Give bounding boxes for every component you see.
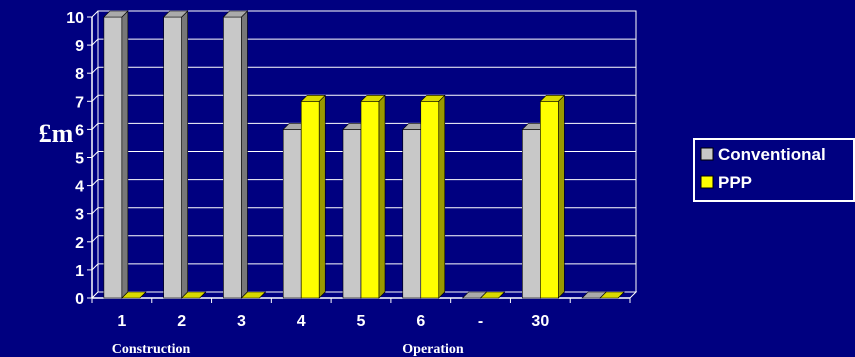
gridline-side bbox=[91, 207, 99, 215]
bar-ppp bbox=[479, 291, 506, 299]
legend-inner bbox=[695, 140, 853, 200]
y-tick-label: 6 bbox=[75, 122, 84, 139]
bar-ppp bbox=[180, 291, 207, 299]
bar-ppp bbox=[360, 94, 386, 299]
x-tick-label: - bbox=[478, 313, 483, 330]
y-tick-label: 10 bbox=[66, 10, 84, 27]
x-tick-label: 6 bbox=[416, 313, 425, 330]
x-tick-label: 5 bbox=[357, 313, 366, 330]
bar-ppp bbox=[420, 94, 446, 299]
x-tick-label: 2 bbox=[177, 313, 186, 330]
legend-label-conventional: Conventional bbox=[718, 145, 826, 164]
y-tick-label: 4 bbox=[75, 179, 84, 196]
bar-ppp bbox=[300, 94, 326, 299]
gridline-side bbox=[91, 66, 99, 74]
gridline-side bbox=[91, 179, 99, 186]
y-tick-labels: 0 1 2 3 4 5 6 7 8 9 10 bbox=[66, 10, 84, 308]
gridline-side bbox=[91, 38, 99, 46]
y-tick-label: 5 bbox=[75, 151, 84, 168]
y-tick-label: 1 bbox=[75, 263, 84, 280]
y-tick-label: 9 bbox=[75, 38, 84, 55]
bar-ppp bbox=[121, 291, 147, 299]
legend-swatch-conventional bbox=[700, 147, 714, 161]
legend-label-ppp: PPP bbox=[718, 173, 752, 192]
gridline-side bbox=[91, 235, 99, 243]
y-tick-label: 3 bbox=[75, 207, 84, 224]
gridline-side bbox=[91, 151, 99, 158]
x-tick-label: 4 bbox=[297, 313, 306, 330]
bar-ppp bbox=[240, 291, 267, 299]
y-tick-label: 2 bbox=[75, 235, 84, 252]
gridline-side bbox=[91, 123, 99, 130]
bar-ppp bbox=[539, 94, 566, 299]
y-tick-label: 0 bbox=[75, 291, 84, 308]
x-tick-label: 30 bbox=[531, 313, 549, 330]
x-tick-label: 3 bbox=[237, 313, 246, 330]
legend: Conventional PPP bbox=[693, 138, 855, 202]
gridline-side bbox=[91, 10, 99, 18]
bar-conventional bbox=[162, 10, 189, 299]
legend-swatch-ppp bbox=[700, 175, 714, 189]
x-group-label-operation: Operation bbox=[402, 342, 464, 357]
y-axis-label: £m bbox=[39, 119, 74, 148]
y-tick-label: 7 bbox=[75, 94, 84, 111]
bar-conventional bbox=[222, 10, 249, 299]
bars bbox=[103, 10, 625, 299]
gridline-side bbox=[91, 94, 99, 102]
y-tick-label: 8 bbox=[75, 66, 84, 83]
bar-conventional bbox=[103, 10, 129, 299]
x-tick-label: 1 bbox=[117, 313, 126, 330]
gridline-side bbox=[91, 263, 99, 271]
bar-ppp bbox=[599, 291, 625, 299]
x-tick-labels: 1 2 3 4 5 6 - 30 bbox=[117, 313, 549, 330]
x-group-label-construction: Construction bbox=[112, 342, 191, 357]
